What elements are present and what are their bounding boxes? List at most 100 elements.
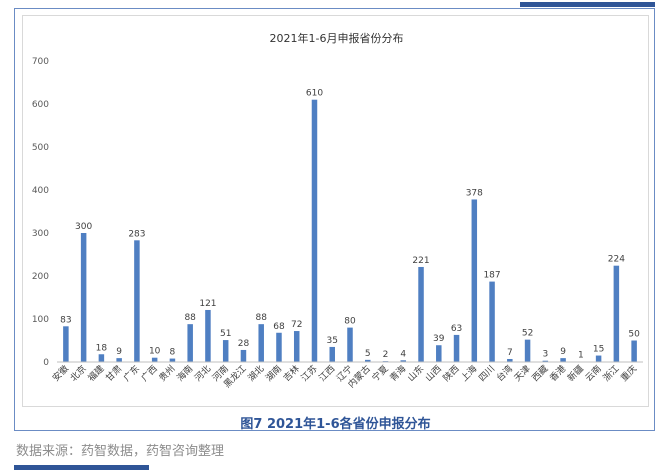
y-tick-label: 700 — [32, 57, 49, 67]
category-label: 西藏 — [529, 363, 550, 384]
data-label: 63 — [451, 324, 462, 334]
bar — [595, 355, 602, 362]
bar — [98, 354, 105, 362]
category-label: 广东 — [121, 363, 142, 384]
data-label: 35 — [327, 336, 338, 346]
data-source-note: 数据来源：药智数据，药智咨询整理 — [16, 444, 225, 459]
figure-caption: 图7 2021年1-6各省份申报分布 — [240, 417, 431, 432]
data-label: 121 — [199, 299, 216, 309]
category-label: 吉林 — [281, 363, 302, 384]
category-label: 青海 — [387, 363, 408, 384]
data-label: 9 — [116, 347, 122, 357]
bar — [560, 358, 566, 362]
bottom-accent-bar — [14, 465, 149, 470]
data-label: 2 — [383, 350, 389, 360]
data-label: 8 — [170, 348, 176, 358]
data-label: 610 — [306, 89, 323, 99]
category-label: 贵州 — [156, 363, 177, 384]
category-label: 安徽 — [50, 363, 71, 384]
category-label: 重庆 — [618, 363, 639, 384]
y-tick-label: 600 — [32, 100, 49, 110]
data-label: 4 — [400, 349, 406, 359]
bars — [63, 99, 637, 363]
bar — [169, 358, 176, 362]
y-tick-label: 500 — [32, 143, 49, 153]
category-label: 台湾 — [494, 363, 515, 384]
category-label: 陕西 — [440, 363, 461, 384]
bar — [400, 360, 407, 362]
bar — [240, 349, 247, 362]
bar — [436, 345, 442, 362]
bar — [489, 281, 495, 362]
data-label: 51 — [220, 329, 231, 339]
bar — [205, 309, 211, 362]
bar — [134, 240, 140, 362]
data-label: 88 — [255, 313, 267, 323]
bar — [116, 358, 122, 362]
bar — [365, 359, 371, 362]
data-label: 221 — [412, 256, 429, 266]
data-label: 9 — [560, 347, 566, 357]
data-label: 283 — [128, 229, 145, 239]
data-label: 3 — [542, 350, 548, 360]
bar — [222, 340, 229, 362]
y-tick-label: 0 — [43, 358, 49, 368]
category-label: 湖南 — [263, 363, 284, 384]
category-label: 湖北 — [246, 363, 267, 384]
y-tick-label: 400 — [32, 186, 49, 196]
category-label: 甘肃 — [103, 363, 124, 384]
category-label: 江西 — [317, 363, 338, 384]
category-label: 海南 — [174, 363, 195, 384]
bar — [613, 265, 620, 362]
data-label: 7 — [507, 348, 513, 358]
y-tick-label: 100 — [32, 315, 49, 325]
bar — [507, 358, 513, 362]
category-label: 福建 — [85, 363, 106, 384]
category-label: 山西 — [423, 363, 444, 384]
y-axis: 0 100 200 300 400 500 600 700 — [32, 57, 49, 368]
category-label: 广西 — [139, 363, 160, 384]
category-label: 山东 — [405, 363, 426, 384]
bar — [151, 357, 158, 362]
bar — [329, 346, 335, 362]
bar — [471, 199, 478, 362]
data-label: 72 — [291, 320, 302, 330]
category-label: 香港 — [547, 363, 568, 384]
bar — [293, 331, 300, 362]
y-tick-label: 200 — [32, 272, 49, 282]
category-label: 天津 — [512, 363, 533, 384]
data-label: 83 — [60, 315, 71, 325]
data-label: 187 — [483, 271, 500, 281]
bar — [276, 332, 282, 362]
bar — [631, 340, 637, 362]
bar — [347, 327, 353, 362]
data-label: 10 — [149, 347, 161, 357]
bar — [453, 334, 460, 362]
data-label: 39 — [433, 334, 445, 344]
category-label: 浙江 — [600, 363, 621, 384]
bar — [418, 266, 424, 362]
chart-panel: 2021年1-6月申报省份分布 0 100 200 300 400 500 600 700 8… — [22, 15, 649, 407]
data-label: 28 — [238, 339, 250, 349]
category-label: 四川 — [477, 364, 497, 384]
data-label: 1 — [578, 351, 584, 361]
data-label: 88 — [184, 313, 196, 323]
bar — [311, 99, 318, 362]
bar — [258, 324, 264, 362]
data-label: 300 — [75, 222, 92, 232]
data-label: 52 — [522, 329, 533, 339]
category-label: 上海 — [458, 363, 479, 384]
category-label: 宁夏 — [369, 363, 390, 384]
bar — [187, 324, 193, 362]
data-label: 18 — [96, 343, 108, 353]
data-label: 50 — [628, 330, 640, 340]
bar — [63, 326, 69, 362]
category-label: 云南 — [583, 363, 604, 384]
category-label: 江苏 — [298, 363, 319, 384]
y-tick-label: 300 — [32, 229, 49, 239]
bar — [524, 339, 531, 362]
data-label: 80 — [344, 317, 356, 327]
data-label: 224 — [608, 255, 625, 265]
